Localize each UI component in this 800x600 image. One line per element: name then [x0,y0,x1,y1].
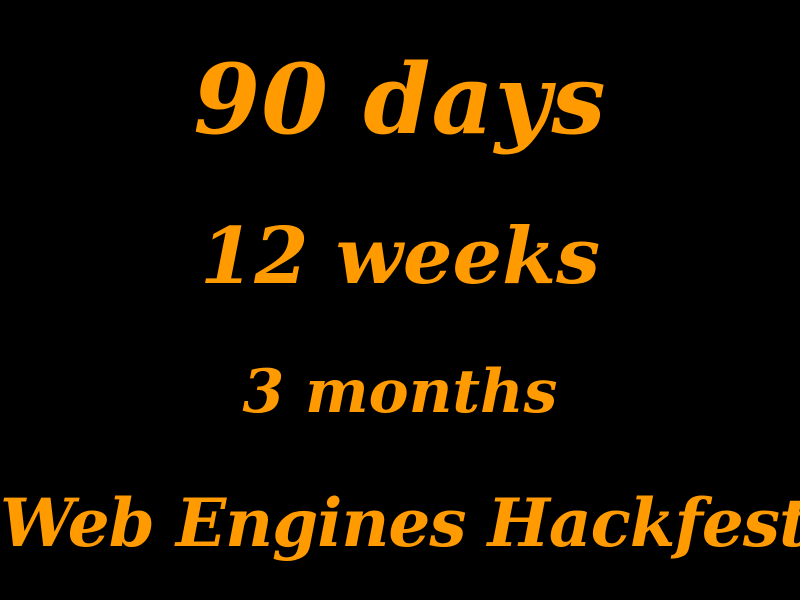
duration-months-text: 3 months [242,357,558,427]
duration-weeks-text: 12 weeks [199,211,601,302]
event-title: Web Engines Hackfest [0,484,800,562]
duration-days-text: 90 days [193,43,607,156]
